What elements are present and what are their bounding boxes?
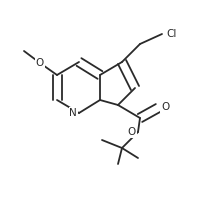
Text: O: O	[128, 127, 136, 137]
Text: O: O	[161, 102, 169, 112]
Text: Cl: Cl	[166, 29, 176, 39]
Text: N: N	[69, 108, 77, 118]
Text: O: O	[36, 58, 44, 68]
